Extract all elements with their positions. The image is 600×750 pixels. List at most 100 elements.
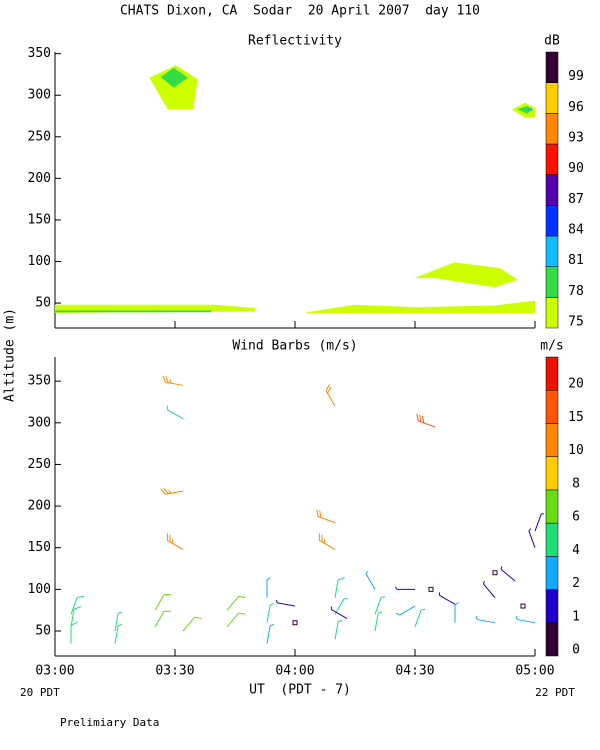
barb-feather (163, 488, 169, 495)
contour-region (306, 300, 535, 314)
colorbar-segment (545, 589, 559, 624)
barb-feather (238, 595, 246, 599)
contour-region (414, 262, 518, 288)
colorbar-segment (545, 297, 559, 329)
colorbar-label: 87 (568, 192, 584, 207)
barb-staff (70, 609, 75, 627)
barb-staff (374, 597, 382, 615)
x-axis-label: UT (PDT - 7) (249, 683, 351, 698)
barb-staff (226, 596, 239, 611)
wind-barb (70, 606, 81, 627)
y-tick-label: 250 (28, 129, 51, 144)
barb-feather (77, 595, 85, 598)
barb-feather (337, 619, 343, 623)
y-tick-label: 150 (28, 212, 51, 227)
colorbar-segment (545, 356, 559, 391)
wind-barb (500, 566, 516, 582)
barb-staff (517, 619, 536, 624)
barb-feather (319, 510, 322, 518)
contour-region (517, 106, 533, 114)
wind-barb (154, 610, 171, 628)
contour-region (525, 107, 532, 112)
barb-feather (162, 375, 166, 383)
wind-barb (334, 619, 343, 640)
barb-feather (275, 599, 278, 604)
wind-barb (266, 623, 275, 644)
y-tick-label: 300 (28, 88, 51, 103)
wind-barb (454, 602, 459, 623)
barb-staff (399, 605, 416, 616)
wind-barb (534, 513, 545, 532)
colorbar-label: 96 (568, 100, 584, 115)
barb-staff (374, 613, 379, 632)
y-tick-label: 50 (35, 296, 51, 311)
wind-barb (162, 375, 184, 386)
y-tick-label: 300 (28, 415, 51, 430)
colorbar-segment (545, 235, 559, 267)
colorbar-segment (545, 489, 559, 524)
x-tick-label: 04:00 (275, 664, 314, 679)
barb-feather (475, 615, 478, 620)
barb-staff (439, 594, 456, 605)
wind-barb (316, 509, 336, 524)
calm-marker (492, 570, 498, 576)
footer-note: Prelimiary Data (60, 716, 159, 729)
barb-feather (454, 602, 459, 606)
barb-feather (515, 615, 518, 620)
barb-staff (334, 598, 345, 615)
colorbar-label: 8 (572, 476, 580, 491)
x-tick-label: 04:30 (395, 664, 434, 679)
colorbar-label: 75 (568, 315, 584, 330)
barb-feather (70, 621, 78, 626)
colorbar-segment (545, 113, 559, 145)
barb-feather (377, 611, 383, 614)
barb-feather (337, 577, 345, 581)
colorbar-segment (545, 622, 559, 657)
barb-staff (331, 609, 348, 619)
barb-feather (528, 528, 532, 532)
panel-title: Wind Barbs (m/s) (232, 339, 357, 354)
barb-feather (395, 586, 398, 590)
barb-feather (419, 414, 422, 422)
wind-barb (114, 611, 123, 632)
wind-barb (70, 595, 85, 615)
barb-staff (334, 621, 339, 640)
barb-feather (316, 509, 319, 517)
y-tick-label: 100 (28, 254, 51, 269)
barb-feather (325, 384, 330, 391)
panel-title: Reflectivity (248, 34, 342, 49)
wind-barb (182, 616, 202, 632)
wind-barb (334, 598, 348, 615)
colorbar-label: 10 (568, 443, 584, 458)
barb-staff (167, 409, 184, 420)
barb-feather (416, 413, 419, 421)
barb-staff (114, 613, 119, 632)
x-tick-label: 03:00 (35, 664, 74, 679)
colorbar-title: dB (544, 34, 560, 49)
wind-barb (226, 612, 246, 628)
wind-barb (160, 488, 184, 495)
colorbar-label: 90 (568, 161, 584, 176)
wind-barb (292, 620, 298, 626)
barb-feather (327, 386, 332, 394)
colorbar-label: 93 (568, 131, 584, 146)
barb-staff (414, 609, 422, 628)
colorbar-label: 78 (568, 284, 584, 299)
barb-feather (269, 603, 275, 606)
calm-marker (520, 603, 526, 609)
wind-barb (438, 592, 456, 605)
wind-barb (428, 586, 434, 592)
y-tick-label: 350 (28, 374, 51, 389)
wind-barb (275, 599, 296, 607)
colorbar-label: 81 (568, 253, 584, 268)
barb-feather (73, 606, 81, 610)
wind-barb (515, 615, 536, 624)
wind-barb (374, 611, 383, 632)
barb-feather (169, 379, 172, 384)
wind-barb (374, 596, 386, 615)
x-tick-label: 05:00 (515, 664, 554, 679)
barb-feather (194, 616, 202, 619)
wind-barb (528, 528, 536, 548)
y-tick-label: 150 (28, 540, 51, 555)
contour-region (160, 67, 188, 88)
